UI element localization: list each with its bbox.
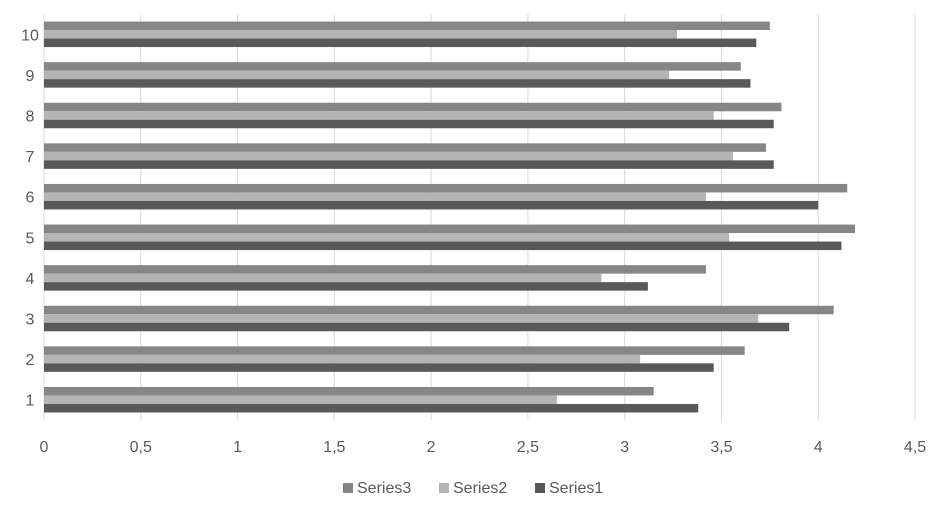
bar-series3-cat-2	[44, 346, 745, 355]
y-tick-label: 7	[26, 149, 35, 166]
x-tick-label: 0,5	[130, 439, 152, 456]
bar-series3-cat-5	[44, 224, 855, 234]
y-tick-label: 2	[26, 352, 35, 369]
bar-series2-cat-10	[44, 30, 677, 39]
bar-series3-cat-10	[44, 21, 770, 31]
x-tick-label: 0	[40, 439, 49, 456]
y-tick-label: 4	[26, 271, 35, 288]
bar-series2-cat-2	[44, 354, 641, 364]
bar-series3-cat-7	[44, 143, 766, 152]
bar-series2-cat-1	[44, 395, 557, 404]
x-tick-label: 1,5	[323, 439, 345, 456]
legend-swatch-series3	[343, 483, 353, 493]
legend-label-series2: Series2	[453, 480, 507, 497]
bar-series1-cat-8	[44, 119, 774, 129]
bar-series2-cat-4	[44, 273, 602, 283]
legend-label-series1: Series1	[549, 480, 603, 497]
y-tick-label: 9	[26, 68, 35, 85]
bar-series1-cat-7	[44, 160, 774, 169]
x-tick-label: 4,5	[904, 439, 926, 456]
bar-series3-cat-4	[44, 265, 706, 274]
bar-series3-cat-1	[44, 386, 654, 396]
x-tick-label: 1	[233, 439, 242, 456]
bar-series3-cat-3	[44, 305, 834, 315]
bar-series1-cat-2	[44, 363, 714, 372]
bar-series3-cat-8	[44, 102, 782, 112]
bar-series2-cat-5	[44, 233, 730, 242]
bar-series1-cat-10	[44, 38, 757, 48]
legend-swatch-series1	[535, 483, 545, 493]
bar-series2-cat-9	[44, 70, 670, 80]
x-tick-label: 3,5	[710, 439, 732, 456]
bar-series2-cat-3	[44, 314, 759, 323]
x-tick-label: 2	[427, 439, 436, 456]
bar-series1-cat-1	[44, 403, 699, 413]
bar-series1-cat-4	[44, 282, 648, 291]
bar-series2-cat-7	[44, 151, 734, 161]
y-tick-label: 5	[26, 230, 35, 247]
legend-label-series3: Series3	[357, 480, 411, 497]
x-tick-label: 4	[814, 439, 823, 456]
bar-series3-cat-9	[44, 62, 741, 71]
bar-series1-cat-3	[44, 322, 790, 332]
bar-series2-cat-8	[44, 111, 714, 120]
bar-series3-cat-6	[44, 183, 848, 193]
bar-series1-cat-9	[44, 79, 751, 88]
y-tick-label: 3	[26, 312, 35, 329]
legend-swatch-series2	[439, 483, 449, 493]
y-tick-label: 6	[26, 190, 35, 207]
y-tick-label: 10	[21, 27, 39, 44]
y-tick-label: 8	[26, 109, 35, 126]
x-tick-label: 3	[620, 439, 629, 456]
x-tick-label: 2,5	[517, 439, 539, 456]
bar-series1-cat-5	[44, 241, 842, 251]
bar-series1-cat-6	[44, 200, 819, 210]
y-tick-label: 1	[26, 393, 35, 410]
bar-series2-cat-6	[44, 192, 706, 201]
